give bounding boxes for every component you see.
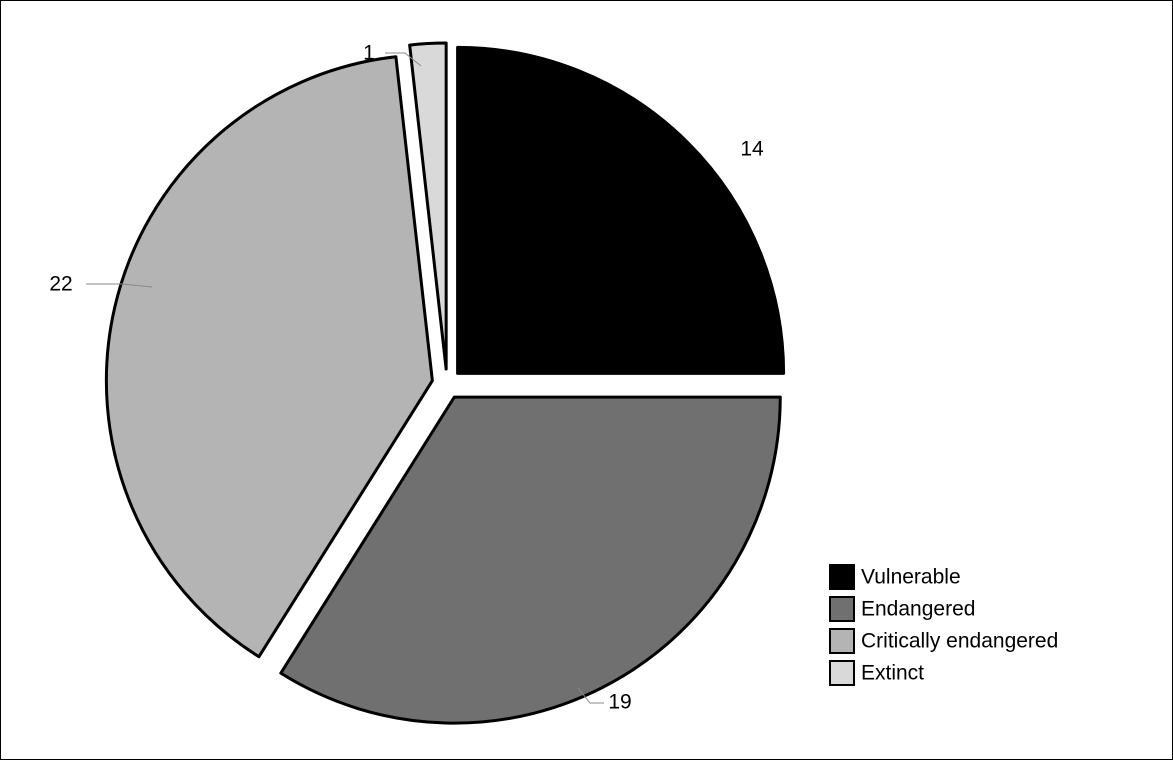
legend-swatch-critically-endangered — [829, 628, 855, 654]
legend-label-extinct: Extinct — [861, 662, 924, 685]
slices-layer — [104, 41, 786, 725]
pie-slice-critically-endangered — [104, 55, 434, 659]
legend-label-vulnerable: Vulnerable — [861, 566, 961, 589]
legend-swatch-extinct — [829, 660, 855, 686]
leader-line-extinct — [385, 52, 422, 67]
pie-slice-vulnerable — [456, 45, 786, 375]
data-label-critically-endangered: 22 — [49, 273, 72, 296]
data-labels-layer: 14 19 22 1 — [49, 42, 764, 714]
leader-lines-layer — [86, 52, 604, 704]
legend-swatch-endangered — [829, 596, 855, 622]
data-label-extinct: 1 — [363, 42, 375, 65]
legend-swatch-vulnerable — [829, 564, 855, 590]
leader-line-critically-endangered — [86, 283, 153, 288]
data-label-endangered: 19 — [608, 691, 631, 714]
pie-slice-endangered — [279, 395, 782, 725]
pie-slice-extinct — [408, 41, 448, 371]
legend-label-endangered: Endangered — [861, 598, 975, 621]
leader-line-endangered — [577, 687, 604, 704]
data-label-vulnerable: 14 — [740, 138, 764, 161]
legend: Vulnerable Endangered Critically endangere… — [829, 564, 1058, 686]
legend-label-critically-endangered: Critically endangered — [861, 630, 1058, 653]
